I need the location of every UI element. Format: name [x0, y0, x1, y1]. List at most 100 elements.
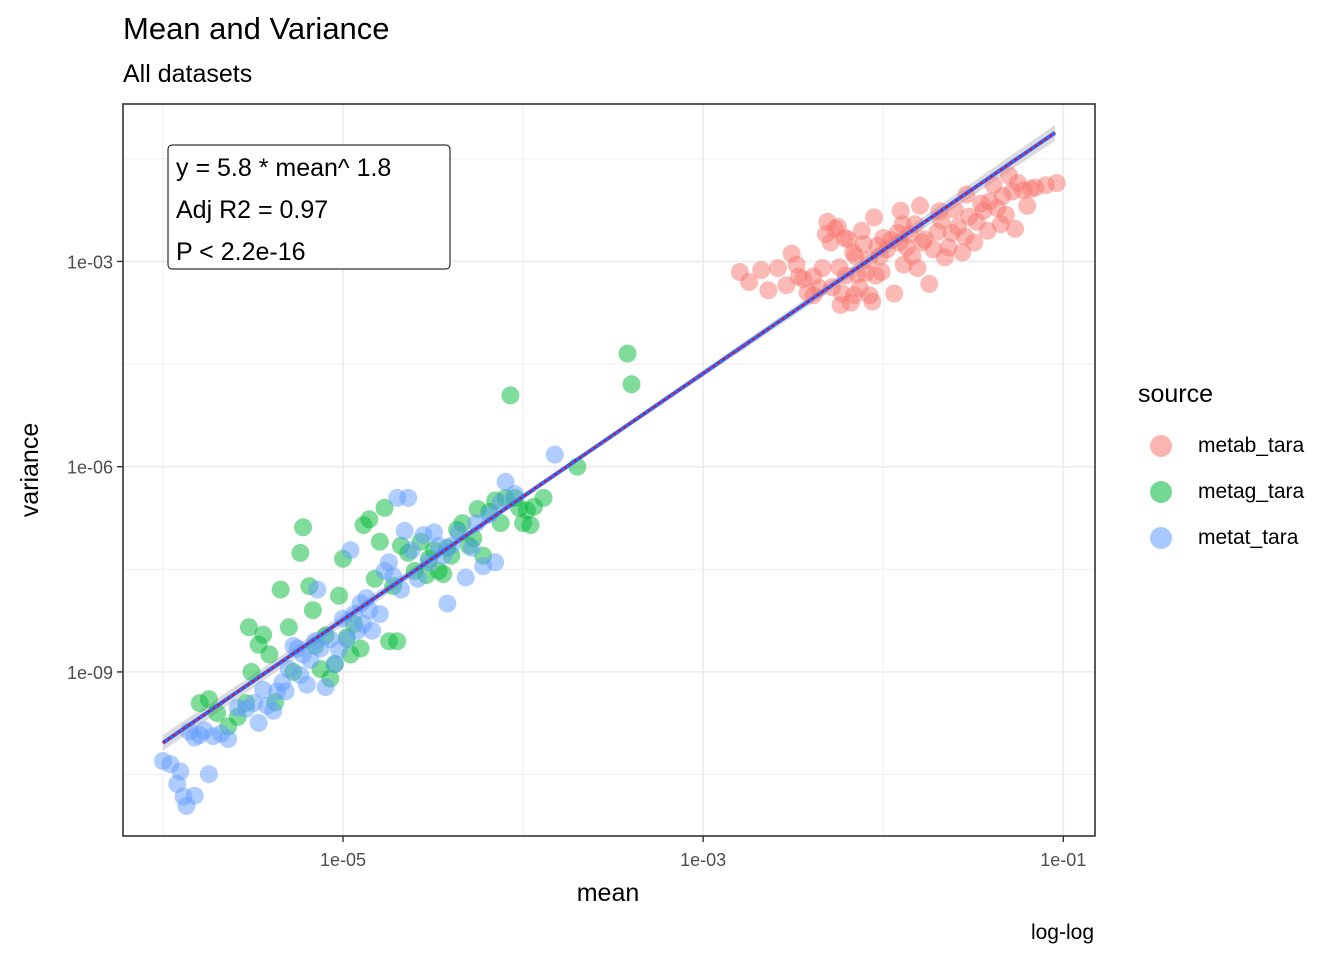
point-metat_tara: [185, 786, 204, 805]
point-metab_tara: [891, 201, 910, 220]
point-metab_tara: [768, 259, 787, 278]
legend-key: [1150, 481, 1172, 503]
point-metab_tara: [863, 292, 882, 311]
point-metab_tara: [965, 233, 984, 252]
point-metag_tara: [199, 690, 218, 709]
point-metag_tara: [434, 565, 453, 583]
point-metat_tara: [363, 621, 382, 640]
point-metab_tara: [821, 233, 840, 252]
point-metab_tara: [885, 284, 904, 303]
legend-title: source: [1138, 380, 1214, 408]
point-metag_tara: [501, 386, 520, 405]
point-metat_tara: [438, 594, 457, 613]
point-metat_tara: [276, 682, 295, 701]
point-metab_tara: [953, 243, 972, 262]
point-metat_tara: [171, 762, 190, 781]
legend: source metab_tara metag_tara metat_tara: [1138, 380, 1304, 561]
point-metab_tara: [1018, 196, 1037, 215]
point-metat_tara: [486, 553, 505, 572]
chart-caption: log-log: [1030, 921, 1094, 944]
fit-line-dashed: [162, 132, 1056, 744]
axes: 1e-05 1e-03 1e-01 1e-09 1e-06 1e-03: [67, 252, 1086, 870]
point-metag_tara: [291, 543, 310, 562]
point-metat_tara: [219, 729, 238, 748]
point-metab_tara: [813, 259, 832, 278]
x-tick-label: 1e-01: [1040, 850, 1086, 870]
point-metab_tara: [740, 273, 759, 291]
point-metab_tara: [920, 274, 939, 293]
point-metat_tara: [462, 538, 481, 557]
legend-key: [1150, 527, 1172, 549]
y-tick-label: 1e-06: [67, 458, 113, 478]
point-metat_tara: [380, 553, 398, 572]
legend-label: metag_tara: [1198, 480, 1305, 503]
point-metat_tara: [456, 568, 475, 587]
point-metab_tara: [1047, 174, 1066, 192]
point-metag_tara: [360, 510, 379, 529]
point-metat_tara: [395, 521, 414, 540]
point-metat_tara: [264, 701, 283, 720]
point-metat_tara: [341, 541, 360, 560]
point-metat_tara: [545, 445, 564, 464]
point-metag_tara: [622, 375, 641, 394]
point-metat_tara: [199, 765, 218, 784]
fit-r2: Adj R2 = 0.97: [176, 196, 328, 224]
point-metag_tara: [351, 639, 370, 658]
point-metag_tara: [330, 586, 348, 605]
point-metat_tara: [325, 655, 344, 674]
point-metag_tara: [254, 625, 273, 644]
point-metag_tara: [521, 516, 540, 535]
point-metag_tara: [271, 580, 290, 599]
point-metag_tara: [618, 344, 637, 363]
legend-label: metat_tara: [1198, 526, 1299, 549]
point-metab_tara: [905, 215, 924, 234]
point-metat_tara: [316, 678, 335, 697]
legend-label: metab_tara: [1198, 434, 1305, 457]
point-metab_tara: [865, 208, 884, 227]
point-metat_tara: [370, 605, 389, 624]
point-metag_tara: [294, 518, 313, 537]
legend-item-metab_tara: metab_tara: [1138, 423, 1304, 469]
point-metag_tara: [260, 645, 279, 664]
point-metat_tara: [480, 505, 499, 524]
point-metag_tara: [239, 618, 258, 637]
point-metag_tara: [375, 498, 394, 517]
point-metag_tara: [388, 632, 407, 651]
data-points: [153, 166, 1066, 815]
point-metat_tara: [402, 541, 421, 560]
point-metab_tara: [911, 196, 929, 215]
legend-item-metag_tara: metag_tara: [1138, 469, 1304, 515]
point-metab_tara: [854, 235, 873, 253]
y-tick-label: 1e-03: [67, 252, 113, 272]
point-metag_tara: [534, 488, 553, 507]
point-metab_tara: [908, 259, 927, 278]
point-metat_tara: [308, 580, 327, 599]
x-tick-label: 1e-05: [320, 850, 366, 870]
fit-pvalue: P < 2.2e-16: [176, 238, 306, 266]
chart-subtitle: All datasets: [123, 60, 253, 88]
point-metab_tara: [852, 221, 871, 240]
point-metab_tara: [939, 238, 958, 257]
fit-annotation: y = 5.8 * mean^ 1.8 Adj R2 = 0.97 P < 2.…: [167, 144, 451, 270]
chart-title: Mean and Variance: [123, 11, 390, 46]
point-metat_tara: [254, 680, 273, 699]
point-metag_tara: [370, 532, 389, 551]
point-metag_tara: [303, 601, 322, 620]
legend-key: [1150, 435, 1172, 457]
y-tick-label: 1e-09: [67, 663, 113, 683]
point-metag_tara: [242, 662, 261, 681]
x-axis-label: mean: [577, 879, 640, 907]
y-axis-label: variance: [16, 423, 44, 518]
point-metat_tara: [244, 694, 263, 713]
legend-item-metat_tara: metat_tara: [1138, 515, 1304, 561]
point-metag_tara: [279, 618, 298, 637]
point-metat_tara: [249, 713, 268, 732]
point-metab_tara: [759, 281, 778, 300]
fit-equation: y = 5.8 * mean^ 1.8: [176, 154, 391, 182]
point-metat_tara: [297, 675, 316, 694]
point-metab_tara: [752, 261, 771, 279]
point-metat_tara: [399, 488, 418, 507]
point-metab_tara: [872, 263, 891, 281]
point-metab_tara: [1006, 219, 1025, 238]
